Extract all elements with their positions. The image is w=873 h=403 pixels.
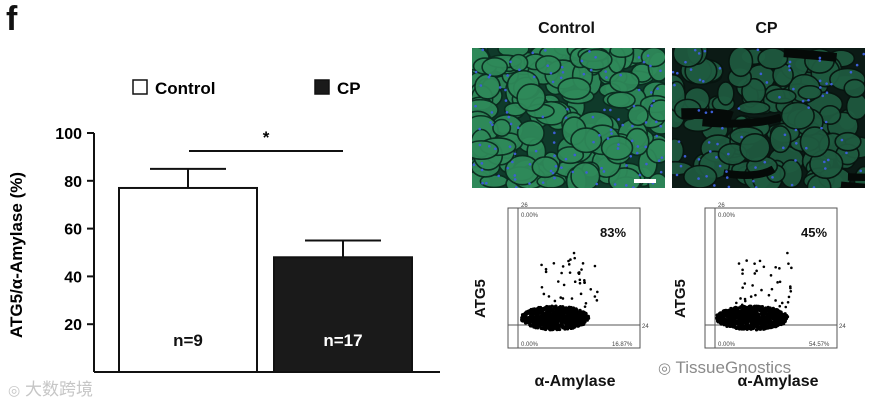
flow-gate-label-1: 24 xyxy=(839,324,846,330)
y-axis-label: ATG5/α-Amylase (%) xyxy=(7,172,26,338)
bar-chart: Control CP 20 40 60 80 100 ATG5/α-Amylase (%) n=… xyxy=(7,79,440,373)
watermark-left: ◎ 大数跨境 xyxy=(8,375,93,400)
flow-plot-cp: 0.00% 0.00% 54.57% 26 24 xyxy=(704,203,846,349)
flow-frame-0 xyxy=(507,207,641,349)
scale-bar xyxy=(634,179,656,183)
flow-corner-br-0: 16.87% xyxy=(612,342,633,348)
y-tick-label-20: 20 xyxy=(64,317,82,334)
legend-swatch-1 xyxy=(314,79,330,95)
flow-corner-br-1: 54.57% xyxy=(809,342,830,348)
legend-label-0: Control xyxy=(155,79,215,98)
y-tick-label-60: 60 xyxy=(64,222,82,239)
y-tick-label-40: 40 xyxy=(64,269,82,286)
bar-label-0: n=9 xyxy=(173,331,203,350)
significance-star: * xyxy=(263,128,270,147)
micrograph-title-cp: CP xyxy=(755,20,778,37)
watermark-icon: ◎ xyxy=(8,382,21,398)
bar-label-1: n=17 xyxy=(323,331,362,350)
micrograph-control xyxy=(472,48,665,188)
flow-plot-control: 0.00% 0.00% 16.87% 26 24 xyxy=(507,203,649,349)
flow-xlabel-control: α-Amylase xyxy=(534,373,616,390)
y-tick-label-80: 80 xyxy=(64,174,82,191)
flow-percent-control: 83% xyxy=(600,225,627,240)
bar-cp xyxy=(273,256,413,373)
flow-ytop-0: 26 xyxy=(521,203,528,209)
legend-label-1: CP xyxy=(337,79,361,98)
micrograph-cp xyxy=(672,48,865,188)
flow-corner-tl-0: 0.00% xyxy=(521,213,539,219)
watermark-right-text: TissueGnostics xyxy=(675,358,792,377)
legend-swatch-0 xyxy=(132,79,148,95)
flow-ytop-1: 26 xyxy=(718,203,725,209)
flow-corner-bl-1: 0.00% xyxy=(718,342,736,348)
watermark-right: ◎ TissueGnostics xyxy=(658,358,791,378)
flow-xlabel-cp: α-Amylase xyxy=(737,373,819,390)
panel-letter: f xyxy=(6,0,18,38)
wechat-icon: ◎ xyxy=(658,360,672,377)
watermark-left-text: 大数跨境 xyxy=(24,380,93,399)
flow-gate-label-0: 24 xyxy=(642,324,649,330)
flow-corner-tl-1: 0.00% xyxy=(718,213,736,219)
flow-ylabel-control: ATG5 xyxy=(472,279,489,318)
micrograph-title-control: Control xyxy=(538,20,595,37)
y-tick-label-100: 100 xyxy=(55,126,82,143)
flow-corner-bl-0: 0.00% xyxy=(521,342,539,348)
flow-percent-cp: 45% xyxy=(801,225,828,240)
flow-ylabel-cp: ATG5 xyxy=(672,279,689,318)
flow-frame-1 xyxy=(704,207,838,349)
